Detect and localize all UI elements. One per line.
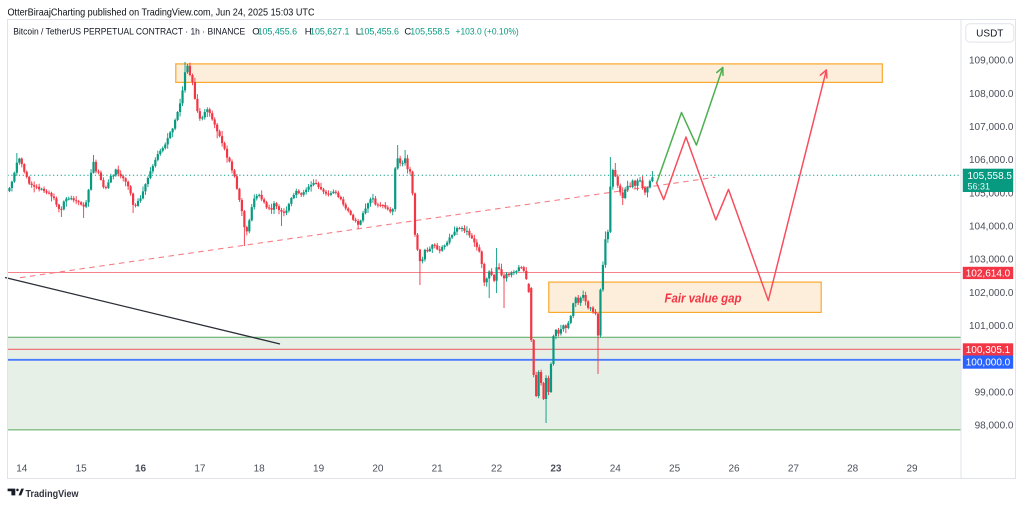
svg-text:17: 17 [194,464,206,475]
svg-text:+103.0 (+0.10%): +103.0 (+0.10%) [456,26,519,37]
svg-text:L: L [356,26,361,37]
svg-text:27: 27 [788,464,800,475]
svg-text:100,000.0: 100,000.0 [966,358,1011,369]
svg-text:USDT: USDT [976,29,1003,40]
svg-text:Bitcoin / TetherUS PERPETUAL C: Bitcoin / TetherUS PERPETUAL CONTRACT · … [13,26,245,37]
svg-text:98,000.0: 98,000.0 [975,421,1014,432]
svg-text:105,627.1: 105,627.1 [310,26,350,37]
svg-text:15: 15 [76,464,88,475]
svg-text:18: 18 [254,464,266,475]
svg-text:105,558.5: 105,558.5 [968,171,1013,182]
svg-text:56:31: 56:31 [968,181,991,191]
svg-text:104,000.0: 104,000.0 [969,222,1014,233]
svg-text:Fair value gap: Fair value gap [665,291,742,306]
svg-text:109,000.0: 109,000.0 [969,56,1014,67]
svg-text:26: 26 [728,464,740,475]
svg-text:105,558.5: 105,558.5 [410,26,450,37]
svg-text:105,455.6: 105,455.6 [360,26,400,37]
svg-text:21: 21 [432,464,444,475]
svg-text:20: 20 [372,464,384,475]
svg-text:28: 28 [847,464,859,475]
svg-text:24: 24 [610,464,622,475]
svg-text:C: C [404,26,411,37]
svg-text:101,000.0: 101,000.0 [969,321,1014,332]
svg-text:25: 25 [669,464,681,475]
svg-text:22: 22 [491,464,503,475]
svg-text:102,000.0: 102,000.0 [969,288,1014,299]
svg-text:14: 14 [16,464,28,475]
svg-text:29: 29 [906,464,918,475]
svg-text:108,000.0: 108,000.0 [969,89,1014,100]
svg-text:103,000.0: 103,000.0 [969,255,1014,266]
svg-text:16: 16 [135,464,147,475]
svg-text:106,000.0: 106,000.0 [969,155,1014,166]
svg-text:23: 23 [550,464,562,475]
svg-text:TradingView: TradingView [26,488,80,500]
svg-text:105,000.0: 105,000.0 [969,188,1014,199]
svg-text:100,305.1: 100,305.1 [966,345,1011,356]
svg-text:O: O [252,26,259,37]
svg-text:H: H [305,26,312,37]
svg-text:OtterBiraajCharting published: OtterBiraajCharting published on Trading… [8,7,315,19]
svg-text:102,614.0: 102,614.0 [966,268,1011,279]
svg-text:19: 19 [313,464,325,475]
svg-text:105,455.6: 105,455.6 [258,26,298,37]
svg-text:107,000.0: 107,000.0 [969,122,1014,133]
svg-text:99,000.0: 99,000.0 [975,387,1014,398]
